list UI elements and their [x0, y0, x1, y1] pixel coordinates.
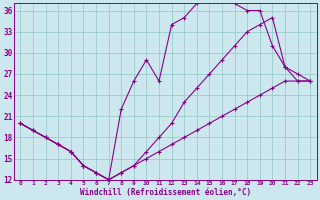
X-axis label: Windchill (Refroidissement éolien,°C): Windchill (Refroidissement éolien,°C)	[80, 188, 251, 197]
